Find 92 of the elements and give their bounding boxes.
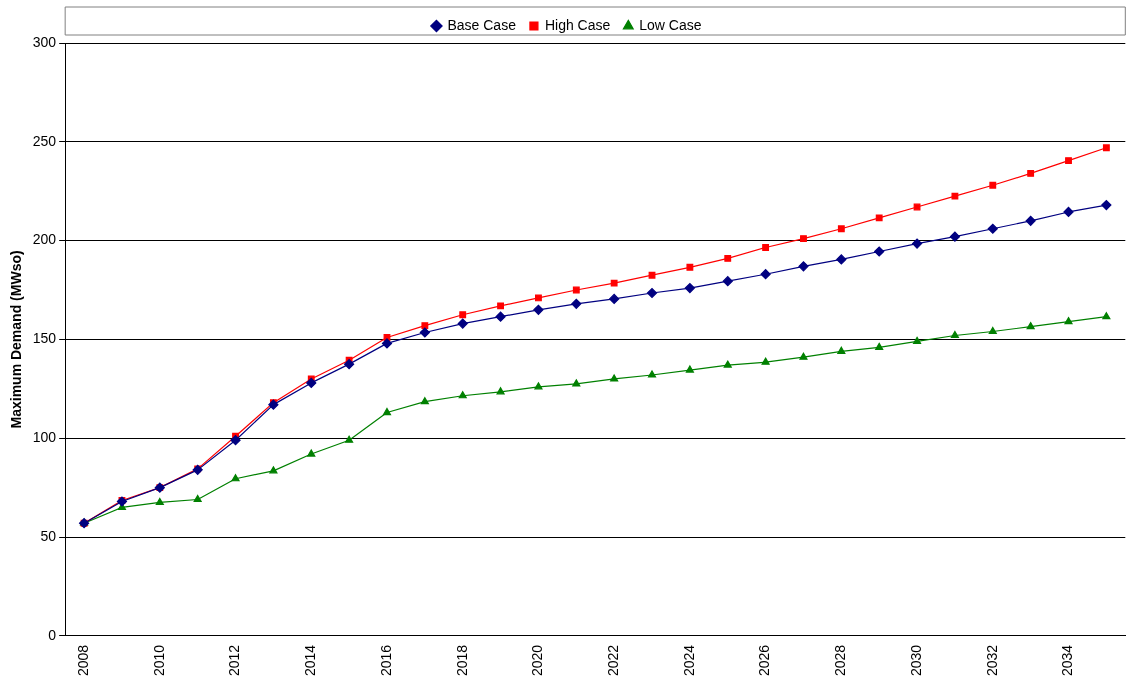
y-axis-title: Maximum Demand (MWso) bbox=[8, 250, 25, 429]
point bbox=[459, 311, 467, 319]
point bbox=[610, 279, 618, 287]
point bbox=[874, 246, 885, 257]
point bbox=[1026, 321, 1035, 330]
x-tick-label: 2010 bbox=[150, 644, 167, 677]
point bbox=[609, 293, 620, 305]
point bbox=[913, 203, 921, 211]
x-tick-label: 2008 bbox=[74, 644, 91, 677]
point bbox=[684, 282, 695, 294]
point bbox=[230, 435, 241, 446]
point bbox=[1025, 215, 1036, 226]
point bbox=[912, 336, 922, 344]
point bbox=[495, 311, 506, 322]
point bbox=[269, 466, 278, 474]
point bbox=[1065, 157, 1072, 165]
point bbox=[306, 377, 317, 388]
y-tick-label: 250 bbox=[32, 132, 57, 149]
point bbox=[420, 397, 429, 405]
point bbox=[533, 304, 544, 315]
point bbox=[648, 271, 656, 279]
point bbox=[193, 494, 202, 503]
x-tick-label: 2032 bbox=[983, 644, 1000, 677]
legend-label: Low Case bbox=[639, 16, 702, 33]
point bbox=[1102, 312, 1111, 320]
x-tick-label: 2016 bbox=[377, 644, 394, 677]
point bbox=[1101, 199, 1112, 211]
point bbox=[421, 322, 429, 330]
point bbox=[458, 391, 467, 399]
x-tick-label: 2028 bbox=[832, 644, 849, 677]
x-tick-label: 2020 bbox=[529, 644, 546, 677]
point bbox=[799, 352, 808, 360]
point bbox=[646, 287, 658, 299]
point bbox=[344, 359, 355, 370]
point bbox=[798, 261, 809, 272]
point bbox=[572, 379, 581, 387]
point bbox=[951, 192, 959, 200]
point bbox=[1027, 170, 1035, 177]
y-tick-label: 300 bbox=[32, 33, 57, 50]
x-tick-label: 2022 bbox=[605, 644, 622, 677]
point bbox=[911, 238, 923, 249]
point bbox=[837, 225, 845, 233]
point bbox=[949, 231, 961, 242]
y-tick-label: 50 bbox=[40, 527, 57, 544]
x-tick-label: 2034 bbox=[1059, 644, 1076, 677]
point bbox=[685, 365, 694, 373]
point bbox=[723, 360, 732, 368]
point bbox=[496, 387, 505, 395]
point bbox=[724, 254, 732, 262]
x-tick-label: 2026 bbox=[756, 644, 773, 677]
point bbox=[534, 382, 543, 390]
point bbox=[722, 276, 733, 287]
point bbox=[647, 370, 657, 378]
point bbox=[875, 214, 883, 222]
point bbox=[1064, 317, 1073, 325]
point bbox=[155, 497, 164, 506]
y-tick-label: 150 bbox=[32, 330, 57, 347]
point bbox=[610, 374, 619, 382]
legend-label: Base Case bbox=[447, 16, 517, 33]
legend-label: High Case bbox=[544, 16, 611, 33]
point bbox=[381, 338, 393, 349]
y-tick-label: 0 bbox=[48, 626, 57, 643]
point bbox=[800, 235, 807, 243]
point bbox=[987, 223, 998, 234]
point bbox=[572, 286, 580, 294]
point bbox=[950, 330, 959, 339]
point bbox=[988, 326, 997, 335]
point bbox=[345, 435, 354, 443]
point bbox=[231, 474, 240, 482]
point bbox=[419, 327, 430, 338]
point bbox=[307, 449, 316, 457]
y-tick-label: 100 bbox=[32, 429, 57, 446]
point bbox=[875, 342, 884, 350]
point bbox=[457, 318, 468, 329]
point bbox=[571, 298, 582, 309]
x-tick-label: 2014 bbox=[302, 644, 319, 677]
point bbox=[836, 254, 847, 265]
point bbox=[535, 294, 542, 302]
point bbox=[760, 269, 771, 280]
x-tick-label: 2012 bbox=[226, 644, 243, 677]
point bbox=[761, 357, 770, 365]
point bbox=[837, 346, 846, 354]
x-tick-label: 2024 bbox=[680, 644, 697, 677]
point bbox=[382, 407, 392, 416]
point bbox=[762, 244, 770, 251]
point bbox=[686, 263, 694, 271]
point bbox=[1102, 144, 1110, 152]
x-tick-label: 2030 bbox=[907, 644, 924, 677]
x-tick-label: 2018 bbox=[453, 644, 470, 677]
point bbox=[989, 181, 997, 189]
point bbox=[497, 302, 504, 310]
y-tick-label: 200 bbox=[32, 231, 57, 248]
